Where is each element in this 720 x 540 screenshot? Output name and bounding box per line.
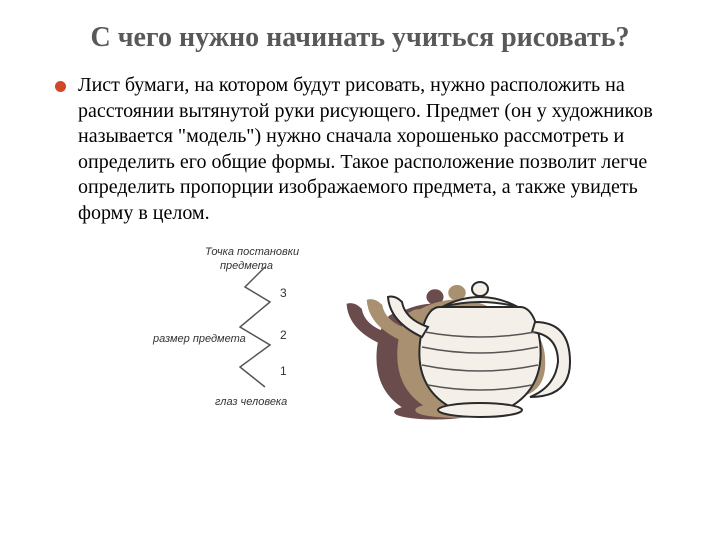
content-area: Лист бумаги, на котором будут рисовать, …: [0, 73, 720, 227]
label-top-1: Точка постановки: [205, 246, 299, 258]
label-top-2: предмета: [220, 260, 273, 272]
bullet-item: Лист бумаги, на котором будут рисовать, …: [55, 73, 680, 227]
label-mid: размер предмета: [152, 333, 246, 345]
paragraph-text: Лист бумаги, на котором будут рисовать, …: [78, 73, 680, 227]
illustration: 3 2 1 Точка постановки предмета размер п…: [0, 237, 720, 437]
label-1: 1: [280, 364, 287, 378]
label-2: 2: [280, 328, 287, 342]
page-title: С чего нужно начинать учиться рисовать?: [0, 0, 720, 73]
label-3: 3: [280, 286, 287, 300]
diagram-svg: 3 2 1 Точка постановки предмета размер п…: [145, 237, 575, 437]
label-bottom: глаз человека: [215, 396, 287, 408]
bullet-icon: [55, 81, 66, 92]
zigzag-line: [240, 267, 270, 387]
